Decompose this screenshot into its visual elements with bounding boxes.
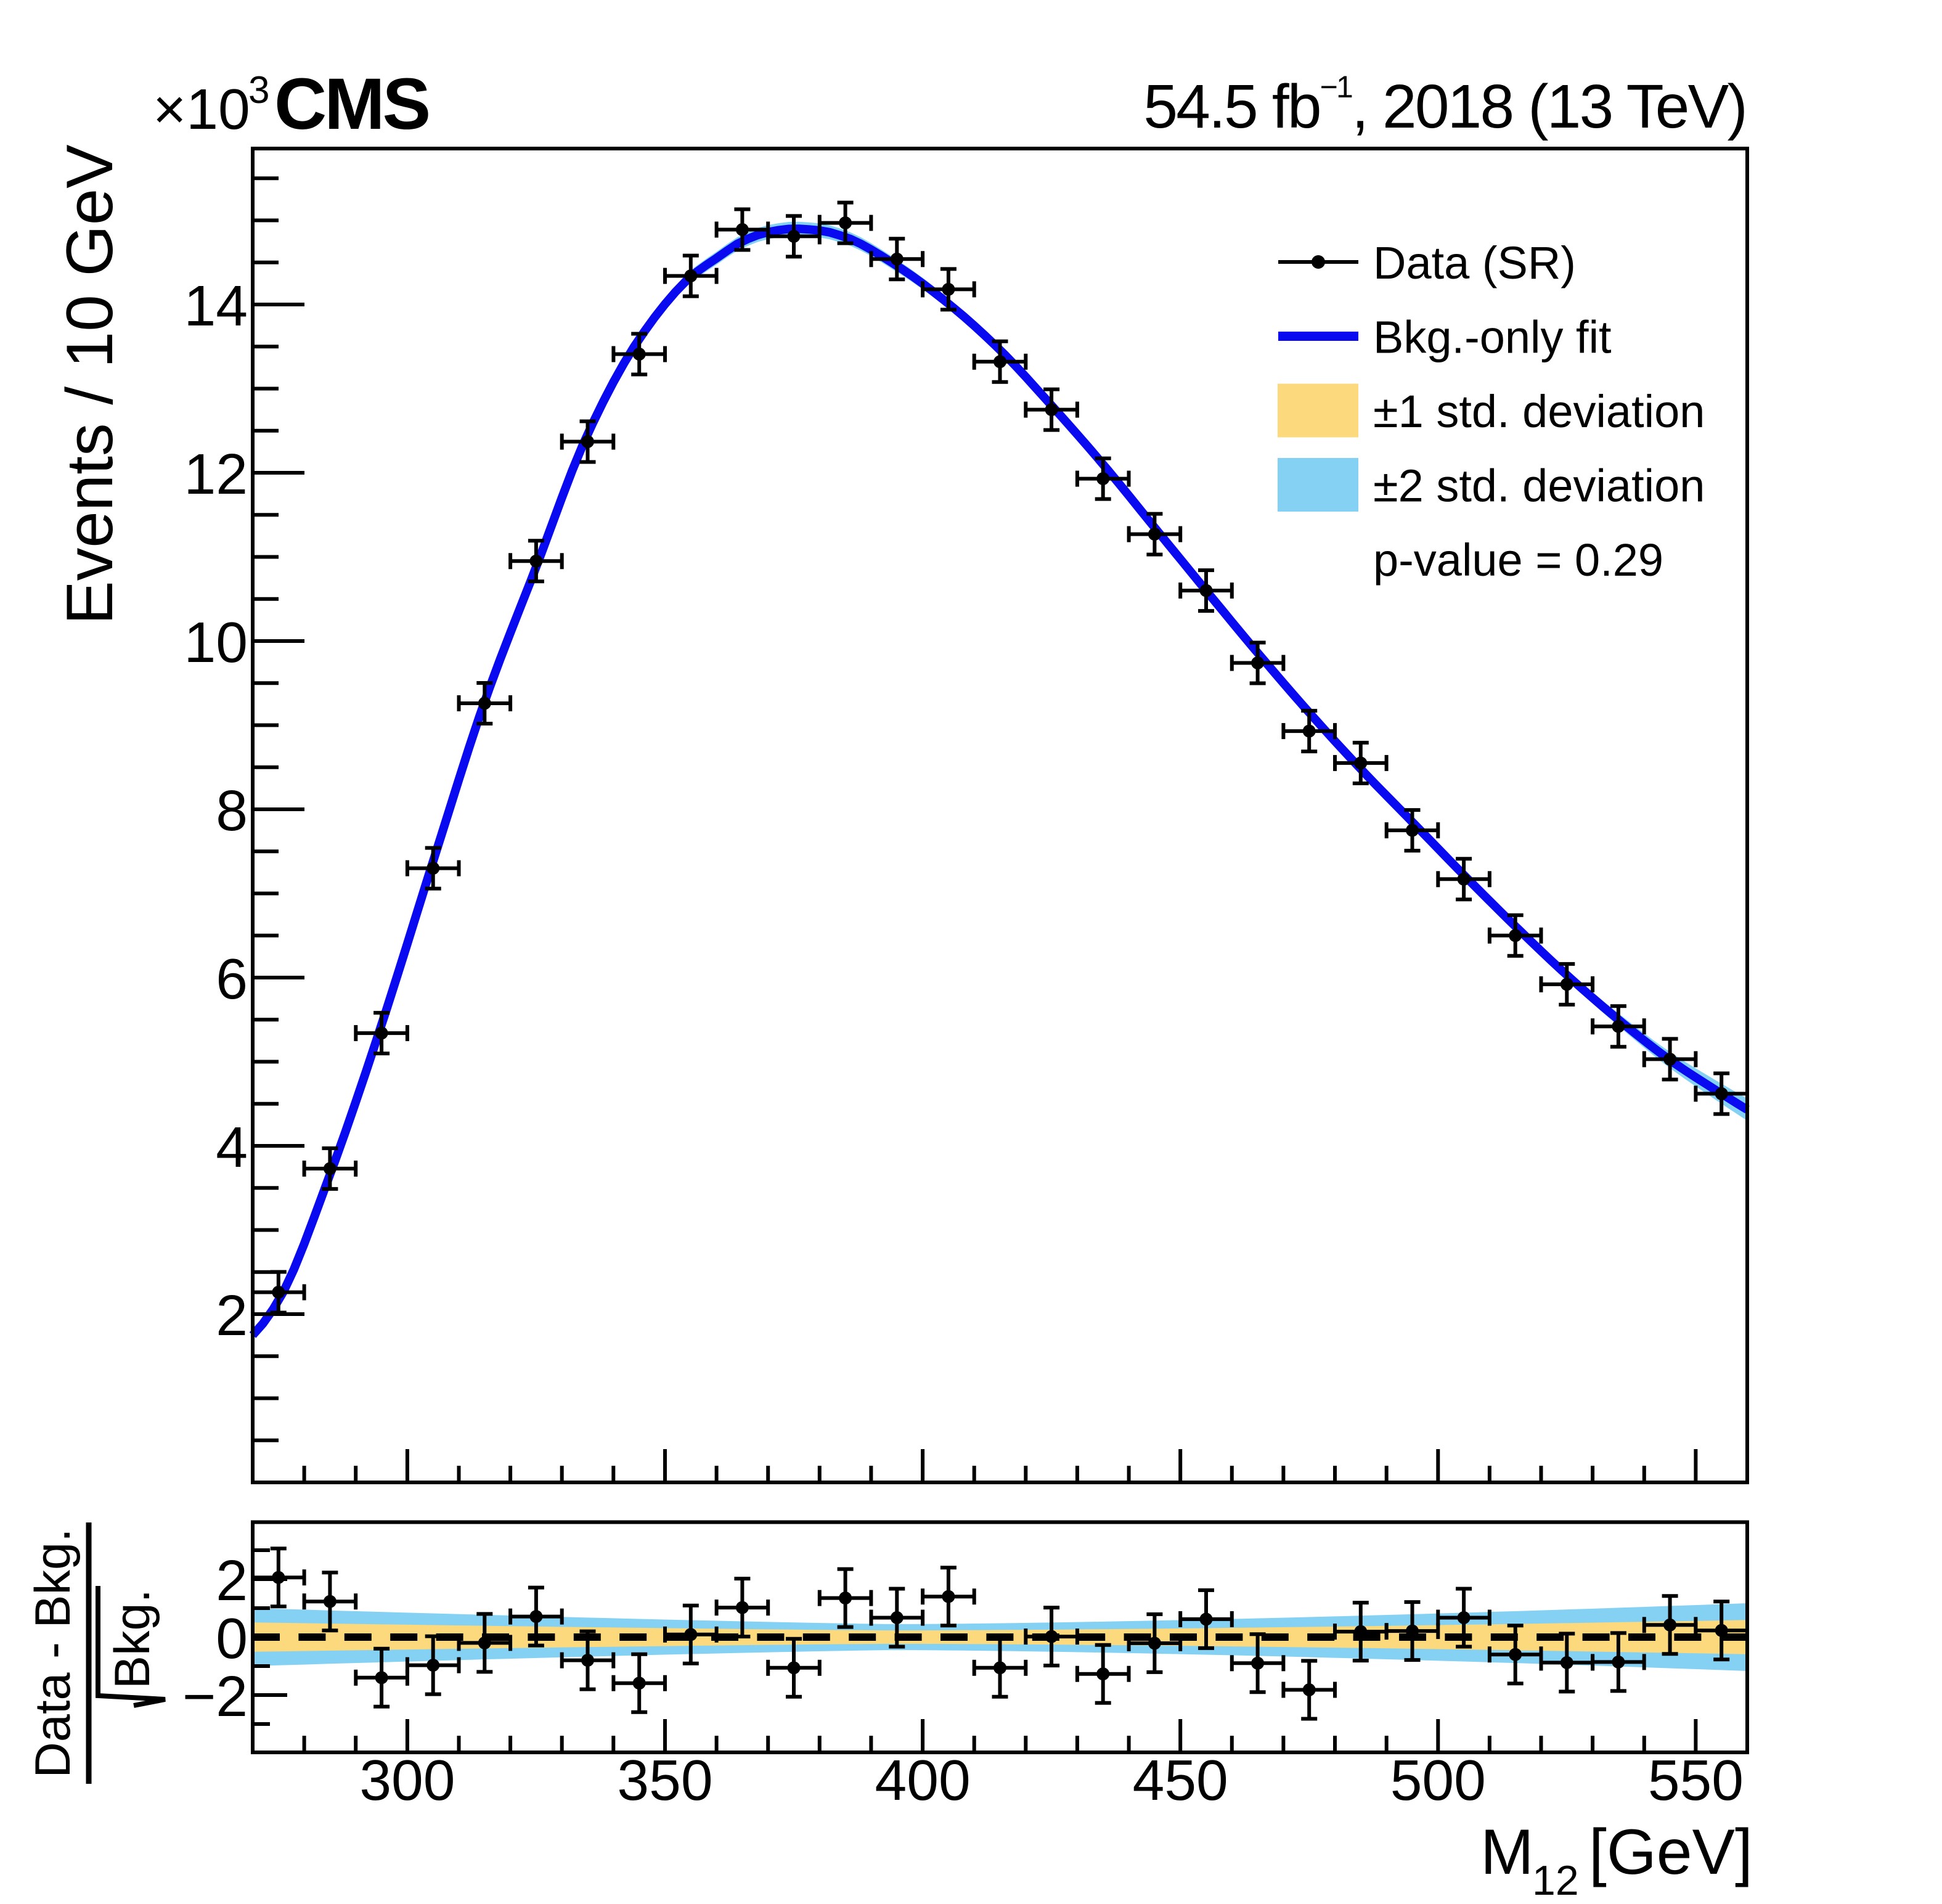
svg-text:M: M (1480, 1816, 1534, 1888)
svg-text:4: 4 (216, 1115, 248, 1179)
svg-text:±1 std. deviation: ±1 std. deviation (1373, 386, 1705, 437)
svg-text:12: 12 (1532, 1857, 1579, 1904)
svg-text:0: 0 (216, 1606, 248, 1670)
svg-text:54.5 fb−1, 2018 (13 TeV): 54.5 fb−1, 2018 (13 TeV) (1143, 70, 1746, 141)
svg-text:400: 400 (875, 1748, 971, 1812)
svg-text:12: 12 (184, 442, 248, 506)
svg-text:×10: ×10 (153, 77, 250, 141)
svg-text:8: 8 (216, 778, 248, 843)
svg-text:±2 std. deviation: ±2 std. deviation (1373, 460, 1705, 512)
svg-text:2: 2 (216, 1548, 248, 1612)
svg-text:Bkg.-only fit: Bkg.-only fit (1373, 312, 1612, 363)
svg-text:3: 3 (248, 69, 269, 112)
svg-text:p-value = 0.29: p-value = 0.29 (1373, 534, 1663, 586)
svg-text:CMS: CMS (274, 63, 429, 145)
svg-text:Data (SR): Data (SR) (1373, 237, 1576, 288)
svg-text:Bkg.: Bkg. (105, 1589, 160, 1689)
svg-text:14: 14 (184, 274, 248, 338)
svg-text:6: 6 (216, 947, 248, 1011)
svg-text:500: 500 (1390, 1748, 1486, 1812)
svg-text:450: 450 (1133, 1748, 1228, 1812)
svg-text:550: 550 (1648, 1748, 1744, 1812)
svg-text:2: 2 (216, 1283, 248, 1347)
svg-text:300: 300 (359, 1748, 455, 1812)
svg-text:350: 350 (617, 1748, 712, 1812)
svg-text:Data - Bkg.: Data - Bkg. (25, 1528, 81, 1778)
svg-text:−2: −2 (182, 1664, 248, 1728)
svg-text:10: 10 (184, 610, 248, 674)
svg-text:Events / 10 GeV: Events / 10 GeV (52, 144, 126, 624)
svg-text:[GeV]: [GeV] (1589, 1816, 1753, 1888)
